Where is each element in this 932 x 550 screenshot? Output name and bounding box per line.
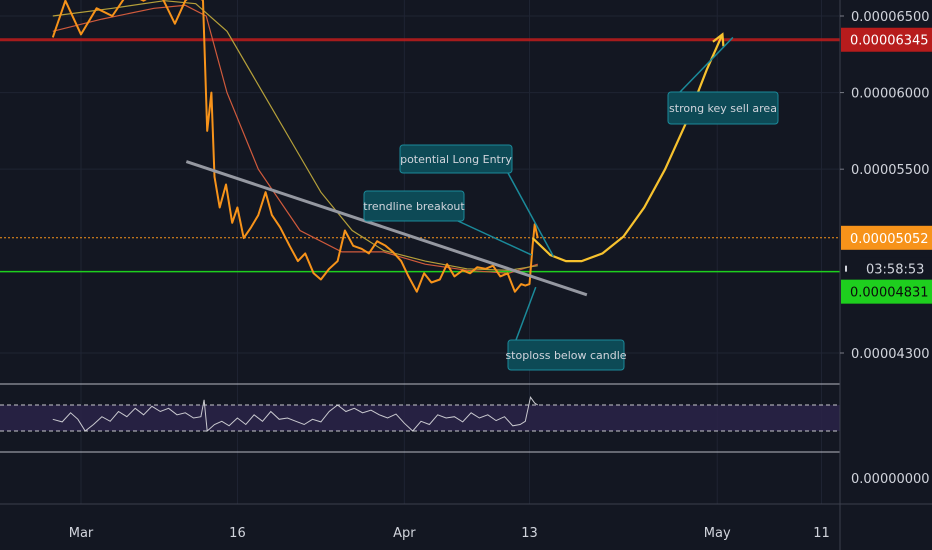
callout-box[interactable] <box>363 190 465 222</box>
oscillator-axis-label: 0.00000000 <box>851 472 930 487</box>
price-tick-label: 0.00006500 <box>851 10 930 25</box>
time-tick-label: Mar <box>69 526 94 541</box>
callout[interactable]: trendline breakout <box>363 190 532 256</box>
level-label-box <box>841 279 932 304</box>
oscillator-line <box>52 395 539 433</box>
timer-box <box>860 257 932 279</box>
level-label-text: 0.00005052 <box>850 232 929 247</box>
level-label-text: 0.00004831 <box>850 286 929 301</box>
callout-pointer <box>457 220 532 256</box>
annotations-layer[interactable]: strong key sell area potential Long Entry… <box>363 36 779 371</box>
price-line <box>51 0 539 293</box>
oscillator-band <box>0 405 840 431</box>
callout-text: trendline breakout <box>363 200 465 213</box>
callout[interactable]: strong key sell area <box>667 36 779 125</box>
time-tick-label: 11 <box>813 526 830 541</box>
level-label-box <box>841 225 932 250</box>
price-tick-label: 0.00004300 <box>851 347 930 362</box>
callout-box[interactable] <box>399 144 513 174</box>
price-tick-label: 0.00006000 <box>851 87 930 102</box>
callout-text: potential Long Entry <box>400 153 512 166</box>
callout-pointer <box>515 286 537 341</box>
level-label-text: 0.00006345 <box>850 34 929 49</box>
callout-text: strong key sell area <box>669 102 777 115</box>
projection-arrowhead <box>712 32 725 47</box>
callout-pointer <box>679 36 734 93</box>
level-label-box <box>841 27 932 52</box>
time-tick-label: 13 <box>521 526 538 541</box>
moving-average-line <box>52 0 538 271</box>
oscillator-pane <box>0 383 840 453</box>
callout-box[interactable] <box>667 91 779 125</box>
time-tick-label: 16 <box>229 526 246 541</box>
moving-average-line <box>52 4 538 274</box>
callout[interactable]: potential Long Entry <box>399 144 555 257</box>
callout-box[interactable] <box>507 339 625 371</box>
time-tick-label: May <box>704 526 731 541</box>
callout-pointer <box>507 172 555 257</box>
price-tick-label: 0.00005500 <box>851 163 930 178</box>
trendline[interactable] <box>185 160 588 297</box>
time-tick-label: Apr <box>393 526 416 541</box>
callout-text: stoploss below candle <box>505 349 626 362</box>
callout[interactable]: stoploss below candle <box>505 286 627 371</box>
countdown-timer: 03:58:53 <box>866 263 924 278</box>
